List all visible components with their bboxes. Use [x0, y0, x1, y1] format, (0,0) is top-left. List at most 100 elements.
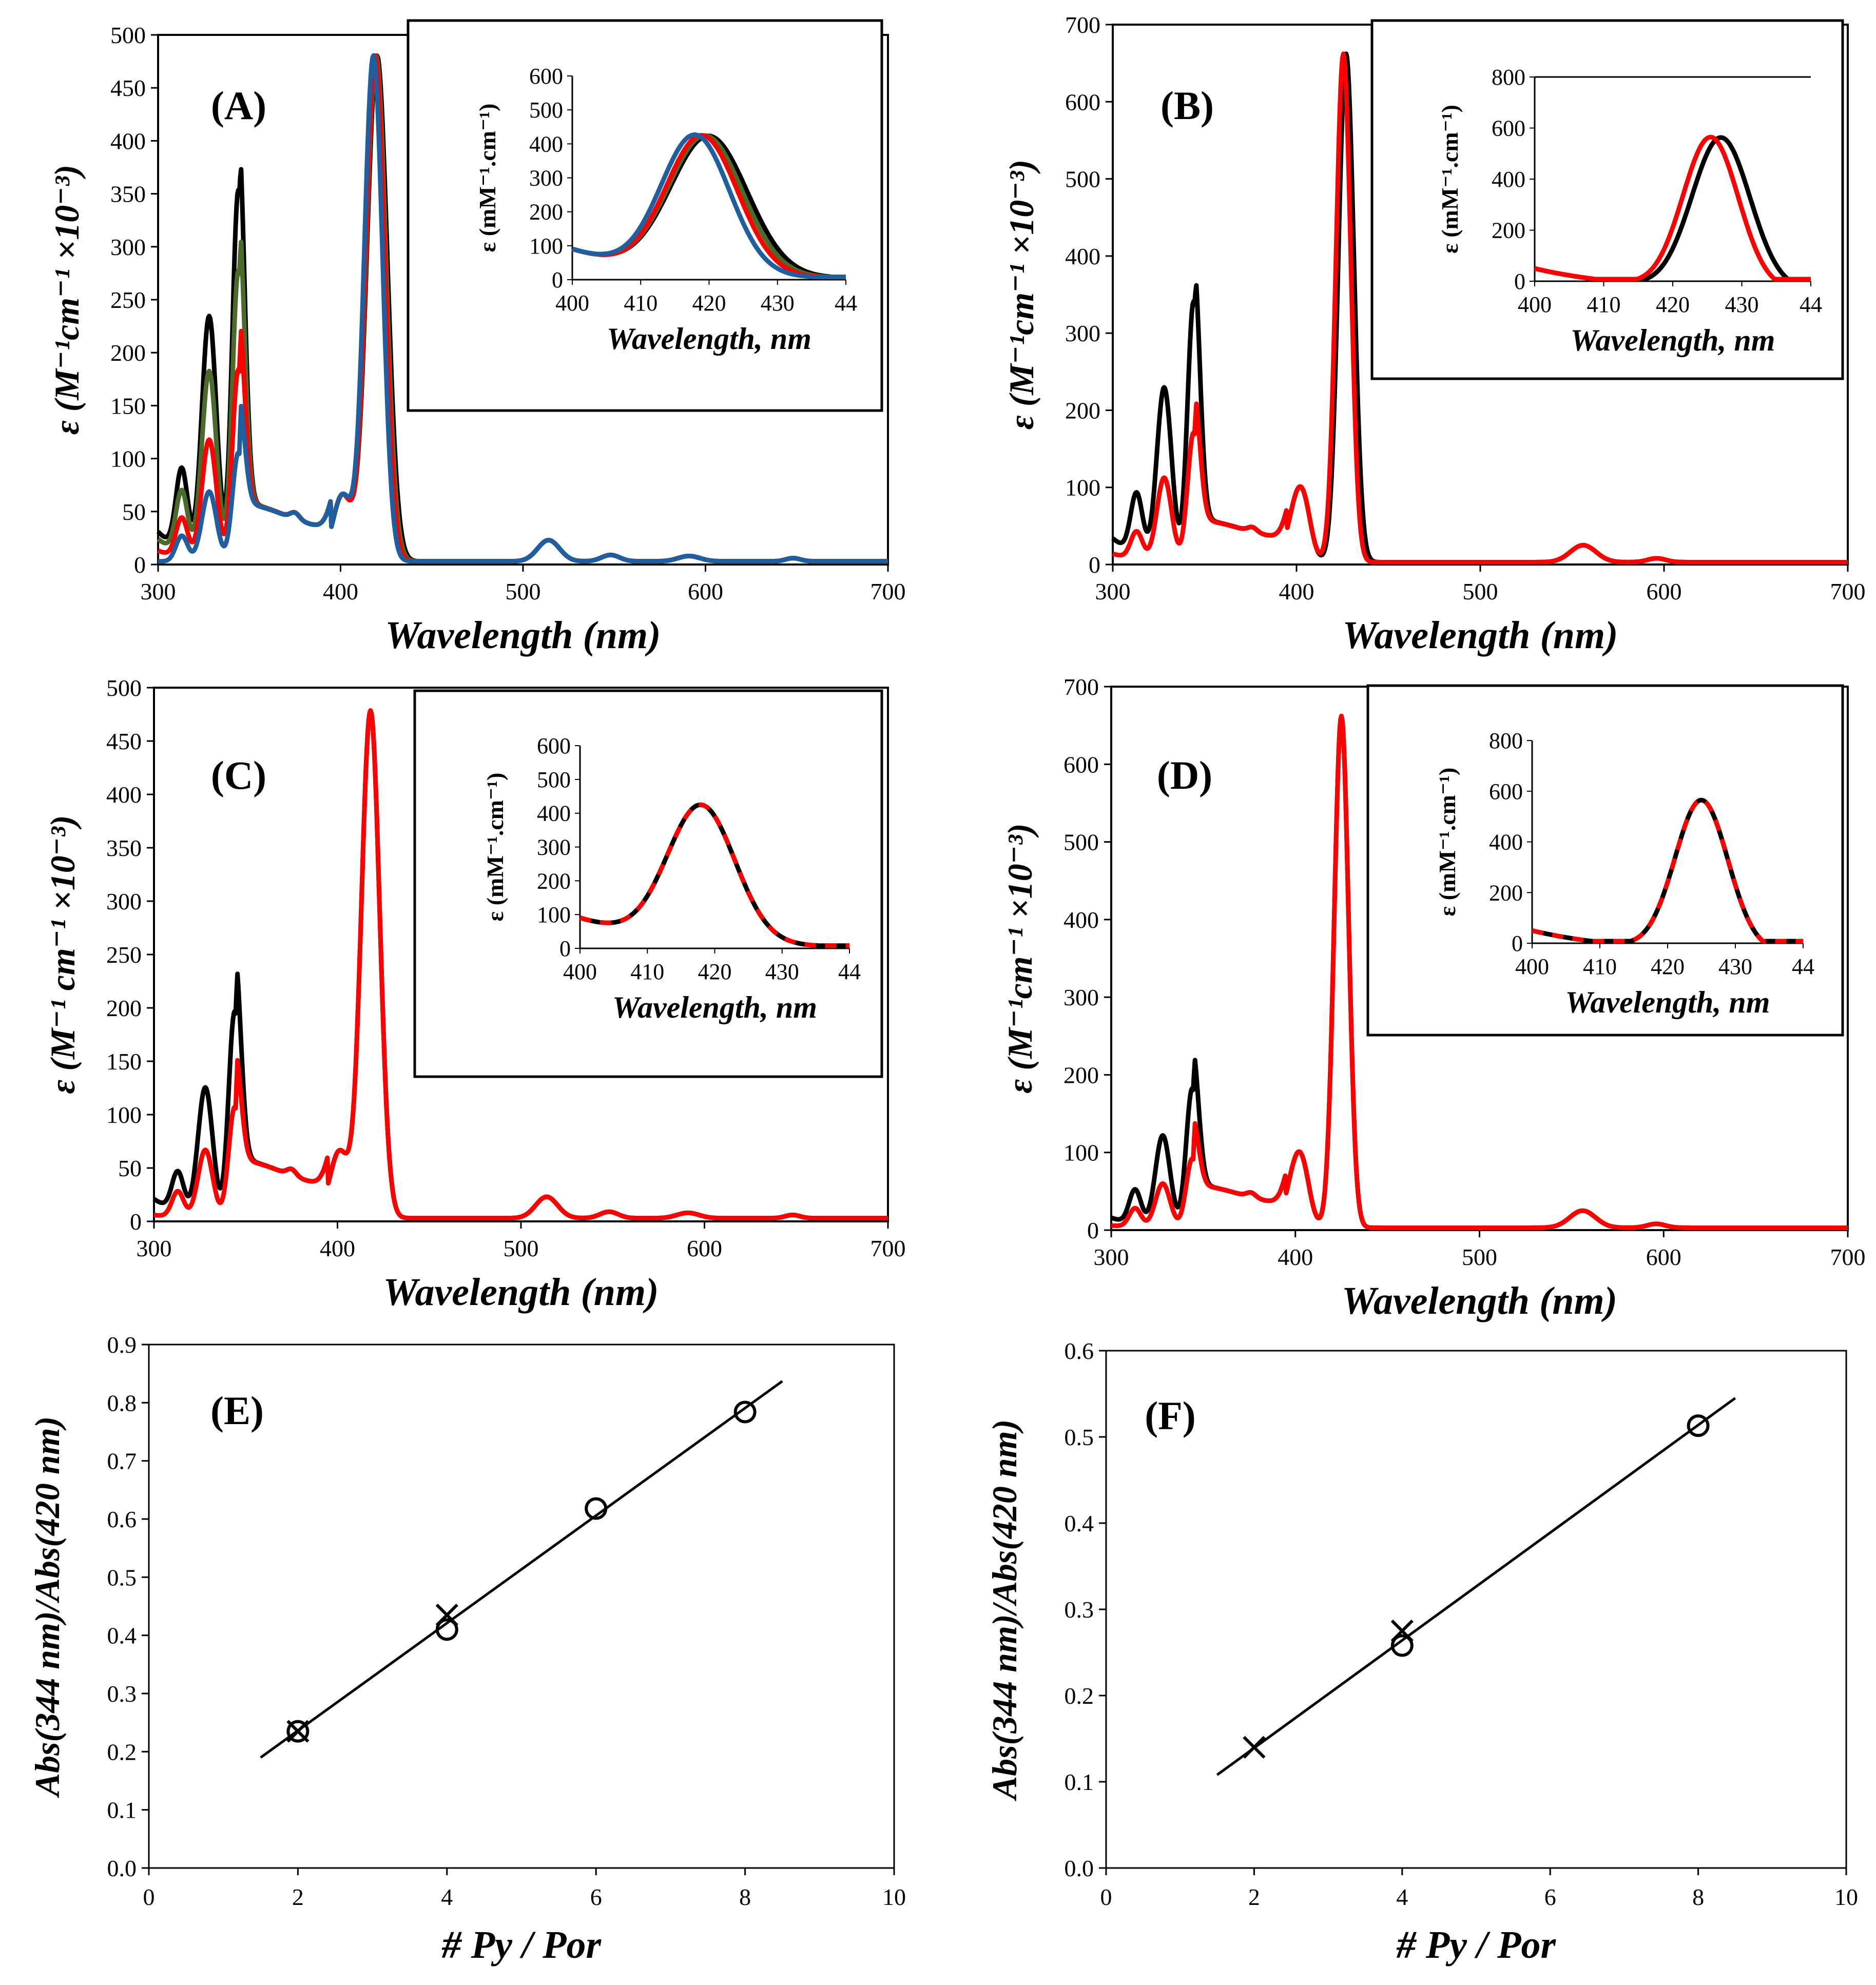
data-point-circle	[286, 1720, 310, 1743]
y-tick-label: 0.5	[1065, 1424, 1094, 1450]
panel-b: 300 400 500 600 700 0 100 200 300 400 500 600 700 Wav…	[1002, 12, 1866, 657]
x-axis-title: # Py / Por	[441, 1923, 602, 1967]
x-tick-label: 2	[1248, 1884, 1260, 1910]
x-axis-title: Wavelength (nm)	[385, 614, 661, 657]
y-axis-title: ε (M⁻¹cm⁻¹ ×10⁻³)	[1000, 823, 1039, 1093]
inset-x-tick-label: 430	[765, 959, 799, 984]
inset-y-tick-label: 200	[537, 868, 571, 893]
inset-y-tick-label: 100	[537, 902, 571, 927]
y-tick-label: 100	[1065, 475, 1100, 501]
inset-x-axis-title: Wavelength, nm	[607, 322, 811, 356]
inset-y-axis-title: ε (mM⁻¹.cm⁻¹)	[482, 773, 508, 922]
y-tick-label: 300	[1065, 320, 1100, 346]
inset-x-tick-label: 44	[1792, 954, 1814, 979]
inset-series-line-red	[1534, 134, 1811, 282]
panel-label: (C)	[211, 753, 266, 797]
inset-series-line-red	[579, 802, 849, 948]
inset-frame	[1366, 684, 1844, 1037]
x-tick-label: 300	[1094, 1244, 1129, 1270]
inset-a: 400 410 420 430 440100200300400500600Wavelen…	[407, 19, 883, 412]
y-tick-label: 300	[110, 234, 146, 260]
y-tick-label: 0	[130, 1209, 142, 1235]
x-tick-label: 500	[1462, 1244, 1497, 1270]
inset-x-tick-label: 410	[1583, 954, 1617, 979]
data-point-cross	[1390, 1619, 1414, 1643]
panel-label: (E)	[210, 1388, 264, 1433]
inset-x-tick-label: 410	[630, 959, 664, 984]
panel-label: (B)	[1161, 83, 1214, 128]
inset-y-tick-label: 200	[1492, 218, 1525, 243]
x-tick-label: 700	[1830, 1244, 1866, 1270]
inset-y-tick-label: 400	[529, 131, 563, 157]
plot-frame	[148, 1344, 895, 1869]
series-line-red	[152, 708, 889, 1221]
x-axis-title: Wavelength (nm)	[1343, 614, 1618, 657]
x-tick-label: 300	[137, 1235, 172, 1261]
x-tick-label: 2	[292, 1884, 304, 1910]
inset-x-tick-label: 420	[698, 959, 732, 984]
y-tick-label: 150	[110, 393, 146, 419]
y-tick-label: 50	[118, 1155, 142, 1181]
inset-x-tick-label: 420	[1651, 954, 1685, 979]
y-tick-label: 300	[106, 888, 142, 914]
x-tick-label: 400	[320, 1235, 355, 1261]
x-tick-label: 300	[141, 578, 176, 605]
inset-x-tick-label: 420	[1656, 292, 1690, 317]
inset-y-tick-label: 800	[1492, 65, 1525, 90]
y-tick-label: 100	[1063, 1140, 1099, 1166]
inset-x-tick-label: 44	[838, 959, 861, 984]
y-tick-label: 100	[110, 446, 146, 472]
data-point-circle	[1687, 1414, 1710, 1437]
inset-y-tick-label: 200	[529, 200, 563, 225]
inset-x-axis-title: Wavelength, nm	[612, 990, 817, 1024]
y-tick-label: 0.5	[107, 1564, 137, 1590]
x-axis-title: # Py / Por	[1396, 1923, 1557, 1967]
x-tick-label: 0	[1100, 1884, 1112, 1910]
y-tick-label: 0.1	[107, 1797, 137, 1823]
panel-f: 0 2 4 6 8 10 0.0 0.1 0.2 0.3 0.4 0.5 0.6 # Py / Por Ab…	[985, 1338, 1858, 1967]
x-tick-label: 400	[323, 578, 358, 605]
x-tick-label: 500	[504, 1235, 539, 1261]
x-tick-label: 700	[871, 578, 906, 605]
cross-stroke	[435, 1603, 458, 1627]
inset-y-tick-label: 500	[537, 767, 571, 792]
inset-c: 400 410 420 430 440100200300400500600Wavelen…	[413, 689, 883, 1078]
inset-x-tick-label: 430	[1718, 954, 1752, 979]
y-tick-label: 700	[1063, 674, 1099, 700]
x-tick-label: 4	[1396, 1884, 1408, 1910]
inset-y-tick-label: 0	[1512, 931, 1523, 956]
y-tick-label: 0.7	[107, 1448, 137, 1474]
data-point-cross	[435, 1603, 458, 1627]
y-axis-title: ε (M⁻¹cm⁻¹ ×10⁻³)	[1002, 160, 1041, 430]
y-tick-label: 0.2	[107, 1739, 137, 1765]
y-tick-label: 500	[1063, 829, 1099, 855]
y-tick-label: 0.4	[107, 1623, 137, 1649]
x-tick-label: 700	[1830, 578, 1866, 605]
inset-y-tick-label: 400	[1489, 830, 1523, 855]
x-axis-title: Wavelength (nm)	[383, 1271, 659, 1314]
inset-y-tick-label: 300	[529, 166, 563, 191]
fit-line	[260, 1380, 783, 1759]
x-tick-label: 6	[590, 1884, 602, 1910]
inset-x-tick-label: 420	[692, 290, 726, 316]
y-tick-label: 0.3	[107, 1681, 137, 1707]
inset-y-axis-title: ε (mM⁻¹.cm⁻¹)	[1437, 105, 1463, 254]
y-tick-label: 200	[1063, 1062, 1099, 1088]
x-tick-label: 500	[506, 578, 541, 605]
y-tick-label: 0.1	[1065, 1769, 1094, 1795]
x-tick-label: 8	[1692, 1884, 1704, 1910]
y-tick-label: 500	[106, 675, 142, 701]
inset-x-tick-label: 44	[1800, 292, 1822, 317]
y-tick-label: 100	[106, 1102, 142, 1128]
cross-stroke	[1243, 1736, 1266, 1759]
inset-y-tick-label: 400	[537, 801, 571, 826]
y-tick-label: 200	[1065, 397, 1100, 423]
y-tick-label: 0.8	[107, 1390, 137, 1416]
y-tick-label: 500	[1065, 166, 1100, 192]
data-point-cross	[1243, 1736, 1266, 1759]
data-point-cross	[286, 1720, 310, 1743]
inset-y-tick-label: 500	[529, 98, 563, 123]
inset-y-tick-label: 800	[1489, 728, 1523, 753]
y-tick-label: 450	[110, 75, 146, 101]
